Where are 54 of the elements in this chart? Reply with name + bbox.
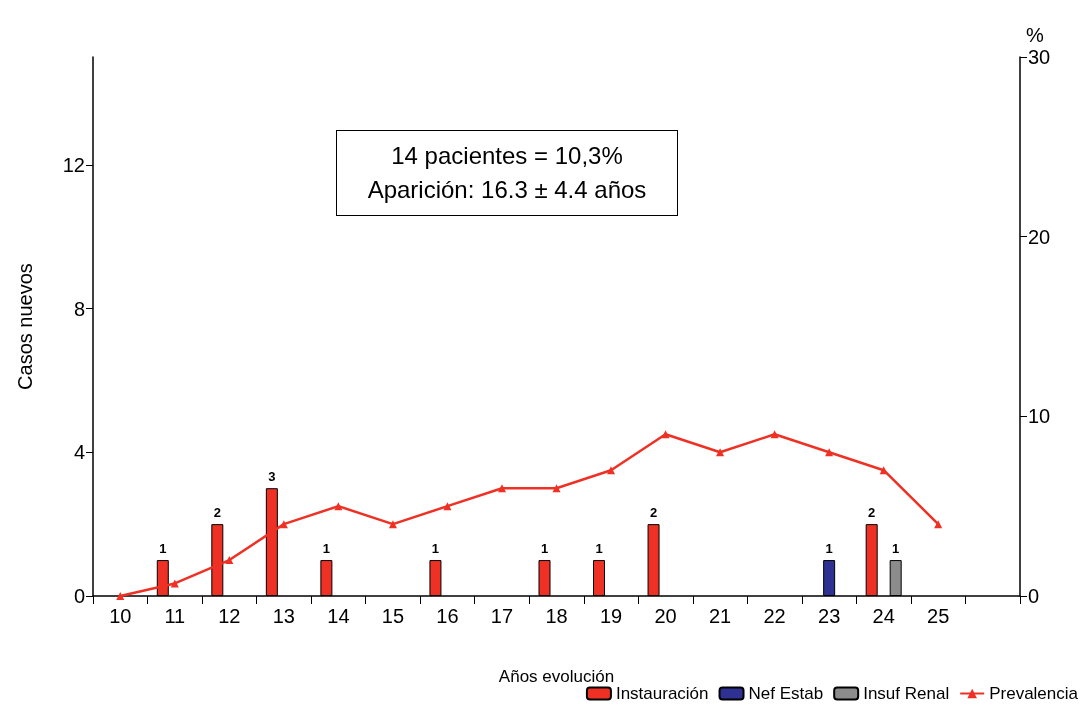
x-tick-label: 10	[109, 605, 132, 627]
point	[279, 520, 288, 529]
x-tick-label: 13	[272, 605, 295, 627]
data-label: 1	[159, 541, 167, 557]
y-tick-label: 4	[73, 441, 85, 464]
data-label: 2	[868, 505, 876, 521]
x-tick-label: 25	[927, 605, 950, 627]
y2-tick-label: 0	[1028, 585, 1040, 607]
x-tick-label: 17	[490, 605, 514, 627]
point	[716, 448, 725, 457]
y-axis-title: Casos nuevos	[14, 263, 36, 390]
data-label: 1	[431, 541, 440, 557]
y-tick-label: 8	[73, 297, 85, 320]
legend-label: Nef Estab	[748, 684, 824, 703]
point	[497, 484, 506, 493]
x-tick-label: 18	[545, 605, 568, 627]
x-tick-label: 16	[436, 605, 459, 627]
y-tick-label: 0	[73, 585, 85, 607]
data-label: 1	[892, 541, 900, 557]
legend-label: Instauración	[615, 684, 709, 703]
legend-label: Prevalencia	[989, 684, 1079, 703]
y-tick-label: 12	[62, 153, 85, 176]
x-tick-label: 15	[381, 605, 405, 627]
point	[552, 484, 561, 493]
data-label: 1	[595, 541, 603, 557]
point	[225, 556, 234, 565]
data-label: 1	[540, 541, 549, 557]
x-axis-title: Años evolución	[498, 667, 615, 686]
x-tick-label: 20	[654, 605, 677, 627]
x-tick-label: 21	[708, 605, 732, 627]
x-tick-label: 23	[818, 605, 841, 627]
point	[116, 592, 125, 600]
point	[388, 520, 397, 529]
data-label: 1	[825, 541, 833, 557]
point	[334, 502, 343, 511]
annotation: 14 pacientes = 10,3% Aparición: 16.3 ± 4.4 años	[336, 130, 678, 216]
legend-label: Insuf Renal	[863, 684, 950, 703]
x-tick-label: 11	[164, 605, 186, 627]
x-tick-label: 19	[599, 605, 623, 627]
x-tick-label: 14	[327, 605, 350, 627]
point	[661, 430, 670, 439]
y2-tick-label: 10	[1028, 405, 1051, 428]
point	[443, 502, 452, 511]
y2-axis-title: %	[1026, 24, 1045, 46]
x-tick-label: 12	[218, 605, 241, 627]
x-tick-label: 24	[872, 605, 895, 627]
data-label: 1	[322, 541, 330, 557]
data-label: 2	[649, 505, 658, 521]
y2-tick-label: 30	[1028, 46, 1051, 68]
y2-tick-label: 20	[1028, 225, 1051, 248]
x-tick-label: 22	[763, 605, 786, 627]
point	[607, 466, 616, 475]
data-label: 3	[268, 469, 276, 485]
data-label: 2	[213, 505, 221, 521]
